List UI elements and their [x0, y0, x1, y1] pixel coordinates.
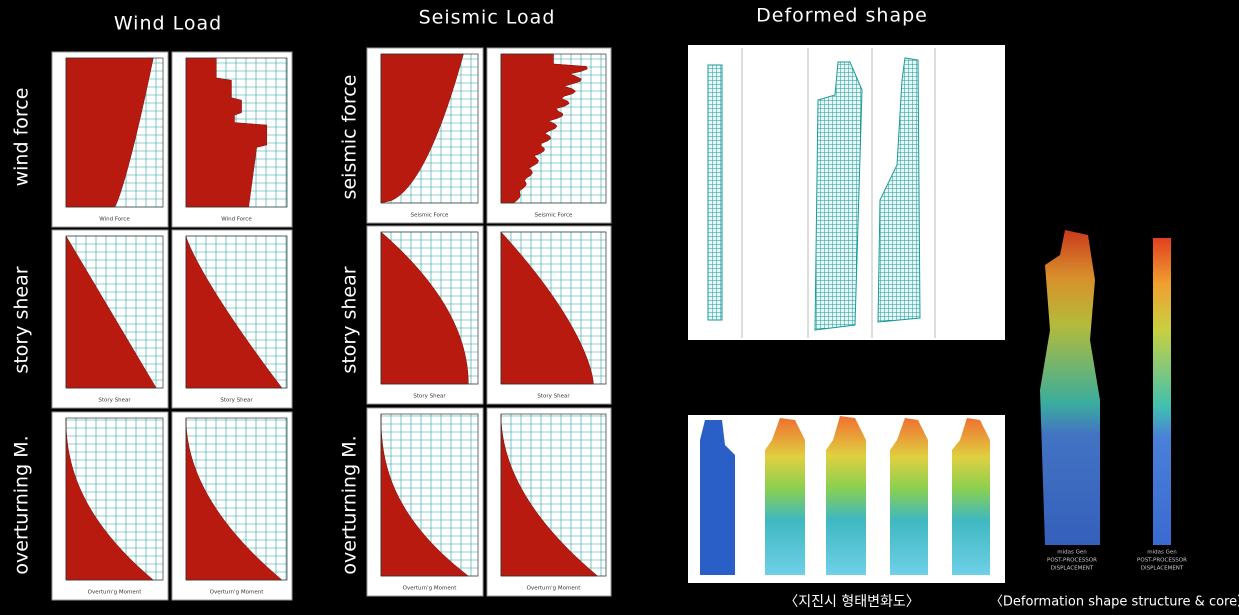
axis-label: Wind Force: [221, 217, 252, 223]
axis-label: Seismic Force: [411, 213, 449, 219]
caption: 〈지진시 형태변화도〉: [784, 594, 920, 610]
column-title: Deformed shape: [756, 5, 928, 27]
axis-label: Overturn'g Moment: [403, 586, 458, 592]
axis-label: Story Shear: [537, 394, 570, 400]
chart-panel: Overturn'g Moment: [367, 408, 483, 596]
row-label: story shear: [11, 266, 33, 373]
column-title: Wind Load: [114, 13, 222, 35]
chart-panel: Story Shear: [52, 230, 168, 408]
column-title: Seismic Load: [419, 7, 556, 29]
axis-label: Overturn'g Moment: [210, 590, 265, 596]
chart-panel: Seismic Force: [367, 48, 483, 223]
chart-panel: Overturn'g Moment: [52, 412, 168, 600]
axis-label: Overturn'g Moment: [527, 586, 582, 592]
tower-label: midas Gen: [1147, 550, 1177, 556]
row-label: seismic force: [339, 75, 361, 200]
chart-panel: Seismic Force: [487, 48, 611, 223]
chart-panel: Wind Force: [172, 52, 292, 227]
axis-label: Seismic Force: [535, 213, 573, 219]
axis-label: Story Shear: [98, 398, 131, 404]
axis-label: Story Shear: [413, 394, 446, 400]
page: Wind Load Seismic Load Deformed shape mi…: [0, 0, 1239, 615]
axis-label: Overturn'g Moment: [88, 590, 143, 596]
chart-panel: Wind Force: [52, 52, 168, 227]
tower-label: POST-PROCESSOR: [1137, 558, 1187, 564]
chart-panel: Story Shear: [367, 226, 483, 404]
deformation-sequence-panel: [688, 415, 1005, 583]
axis-label: Wind Force: [99, 217, 130, 223]
row-label: overturning M.: [11, 435, 33, 574]
caption: 〈Deformation shape structure & core〉: [990, 595, 1239, 610]
tower-label: DISPLACEMENT: [1141, 566, 1184, 572]
row-label: story shear: [339, 266, 361, 373]
chart-panel: Story Shear: [172, 230, 292, 408]
chart-panel: Story Shear: [487, 226, 611, 404]
tower-label: DISPLACEMENT: [1051, 566, 1094, 572]
tower-label: POST-PROCESSOR: [1047, 558, 1097, 564]
axis-label: Story Shear: [220, 398, 253, 404]
row-label: overturning M.: [339, 435, 361, 574]
chart-panel: Overturn'g Moment: [487, 408, 611, 596]
chart-panel: Overturn'g Moment: [172, 412, 292, 600]
deformed-shape-panel: [688, 45, 1005, 340]
row-label: wind force: [11, 88, 33, 187]
tower-label: midas Gen: [1057, 550, 1087, 556]
